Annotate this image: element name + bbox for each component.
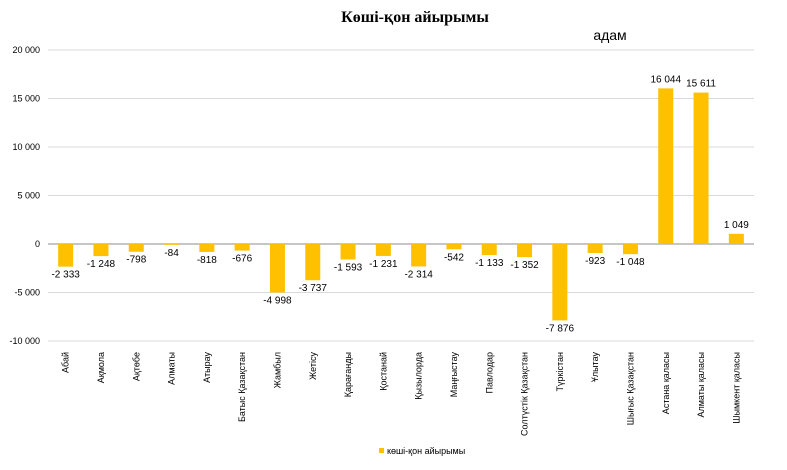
chart-title: Көші-қон айырымы <box>341 9 489 26</box>
data-label: -923 <box>585 256 605 267</box>
y-tick-label: -5 000 <box>14 288 40 298</box>
data-labels: -2 333-1 248 -798-84-818 -676-4 998-3 737-… <box>51 74 749 334</box>
data-label: -2 314 <box>404 269 433 280</box>
data-label: -1 352 <box>510 260 539 271</box>
y-tick-label: 0 <box>35 239 40 249</box>
gridlines <box>48 49 754 342</box>
x-tick-label: Қызылорда <box>414 352 424 400</box>
data-label: -1 248 <box>87 259 116 270</box>
y-tick-label: -10 000 <box>9 336 40 346</box>
x-tick-label: Солтүстік Қазақстан <box>520 352 530 436</box>
x-tick-label: Шымкент қаласы <box>731 352 741 424</box>
data-label: -1 231 <box>369 259 398 270</box>
legend-swatch <box>379 448 384 453</box>
y-tick-label: 20 000 <box>12 45 40 55</box>
x-tick-label: Атырау <box>202 352 212 383</box>
data-label: -676 <box>232 254 252 265</box>
bar <box>411 244 427 267</box>
bar <box>728 233 744 244</box>
bar <box>517 244 533 258</box>
bar <box>199 244 215 252</box>
y-tick-label: 5 000 <box>17 191 40 201</box>
data-label: 15 611 <box>686 79 716 90</box>
x-tick-label: Маңғыстау <box>449 352 459 398</box>
x-tick-label: Қостанай <box>378 352 388 391</box>
data-label: -798 <box>126 255 146 266</box>
bar <box>658 88 674 244</box>
data-label: 1 049 <box>724 220 749 231</box>
category-labels: Абай Ақмола Ақтөбе Алматы Атырау Батыс Қазақс… <box>61 352 742 436</box>
data-label: -818 <box>197 255 217 266</box>
x-tick-label: Қарағанды <box>343 352 353 397</box>
data-label: -4 998 <box>263 295 292 306</box>
x-tick-label: Жамбыл <box>272 352 282 388</box>
bar <box>481 244 497 255</box>
x-tick-label: Абай <box>61 352 71 373</box>
bar <box>693 92 709 244</box>
data-label: -542 <box>444 252 464 263</box>
data-label: -1 048 <box>616 257 645 268</box>
bar <box>128 244 144 252</box>
bar <box>58 244 74 267</box>
legend-label: көші-қон айырымы <box>387 446 465 456</box>
x-tick-label: Алматы қаласы <box>696 352 706 418</box>
legend: көші-қон айырымы <box>379 446 465 456</box>
x-tick-label: Ақмола <box>96 352 106 383</box>
data-label: -1 133 <box>475 258 504 269</box>
bar <box>375 244 391 256</box>
x-tick-label: Павлодар <box>484 352 494 393</box>
data-label: -7 876 <box>546 323 575 334</box>
y-tick-label: 15 000 <box>12 94 40 104</box>
bar <box>164 244 180 245</box>
data-label: 16 044 <box>650 74 681 85</box>
x-tick-label: Алматы <box>167 352 177 385</box>
x-tick-label: Шығыс Қазақстан <box>625 352 635 425</box>
bars <box>58 88 744 321</box>
bar <box>305 244 321 281</box>
data-label: -3 737 <box>299 283 328 294</box>
unit-label: адам <box>593 27 626 43</box>
bar <box>269 244 285 293</box>
y-axis-ticks: -10 000 -5 000 0 5 000 10 000 15 000 20 000 <box>9 45 40 346</box>
bar <box>552 244 568 321</box>
bar <box>234 244 250 251</box>
x-tick-label: Ұлытау <box>590 352 600 383</box>
bar <box>93 244 109 257</box>
bar <box>587 244 603 253</box>
y-tick-label: 10 000 <box>12 142 40 152</box>
x-tick-label: Жетісу <box>308 352 318 381</box>
data-label: -84 <box>164 248 179 259</box>
x-tick-label: Түркістан <box>555 352 565 391</box>
data-label: -1 593 <box>334 262 363 273</box>
x-tick-label: Батыс Қазақстан <box>237 352 247 422</box>
data-label: -2 333 <box>51 270 80 281</box>
x-tick-label: Астана қаласы <box>661 352 671 414</box>
bar <box>446 244 462 250</box>
bar <box>340 244 356 260</box>
bar <box>622 244 638 255</box>
x-tick-label: Ақтөбе <box>131 352 141 381</box>
